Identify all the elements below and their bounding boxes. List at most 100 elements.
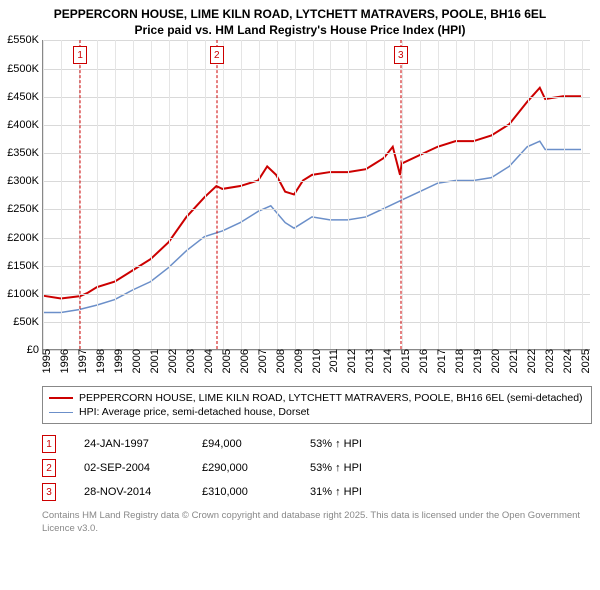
x-axis-label: 2002 xyxy=(165,349,179,373)
gridline-vertical xyxy=(474,40,475,349)
x-axis-label: 2005 xyxy=(219,349,233,373)
y-axis-label: £100K xyxy=(7,288,43,300)
gridline-vertical xyxy=(456,40,457,349)
gridline-vertical xyxy=(330,40,331,349)
transaction-date: 28-NOV-2014 xyxy=(84,486,174,498)
gridline-vertical xyxy=(384,40,385,349)
gridline-vertical xyxy=(420,40,421,349)
transaction-price: £290,000 xyxy=(202,462,282,474)
gridline-vertical xyxy=(187,40,188,349)
gridline-vertical xyxy=(259,40,260,349)
gridline-vertical xyxy=(546,40,547,349)
y-axis-label: £550K xyxy=(7,34,43,46)
x-axis-label: 2017 xyxy=(434,349,448,373)
x-axis-label: 2019 xyxy=(470,349,484,373)
transaction-price: £94,000 xyxy=(202,438,282,450)
transaction-marker-box: 2 xyxy=(210,46,224,64)
legend-swatch xyxy=(49,397,73,399)
x-axis-label: 1996 xyxy=(57,349,71,373)
x-axis-label: 2016 xyxy=(416,349,430,373)
gridline-vertical xyxy=(582,40,583,349)
gridline-horizontal xyxy=(43,266,590,267)
y-axis-label: £150K xyxy=(7,260,43,272)
transaction-marker-line xyxy=(80,40,81,349)
gridline-vertical xyxy=(277,40,278,349)
legend-row: PEPPERCORN HOUSE, LIME KILN ROAD, LYTCHE… xyxy=(49,391,585,405)
chart-lines xyxy=(43,40,590,349)
y-axis-label: £350K xyxy=(7,147,43,159)
gridline-vertical xyxy=(528,40,529,349)
transaction-index: 2 xyxy=(42,459,56,477)
gridline-vertical xyxy=(223,40,224,349)
gridline-vertical xyxy=(97,40,98,349)
gridline-horizontal xyxy=(43,153,590,154)
legend-label: HPI: Average price, semi-detached house,… xyxy=(79,406,309,418)
x-axis-label: 2013 xyxy=(362,349,376,373)
gridline-vertical xyxy=(313,40,314,349)
transaction-pct: 31% ↑ HPI xyxy=(310,486,362,498)
plot-area: £0£50K£100K£150K£200K£250K£300K£350K£400… xyxy=(42,40,590,350)
x-axis-label: 2024 xyxy=(560,349,574,373)
legend: PEPPERCORN HOUSE, LIME KILN ROAD, LYTCHE… xyxy=(42,386,592,424)
gridline-horizontal xyxy=(43,69,590,70)
y-axis-label: £450K xyxy=(7,91,43,103)
transaction-row: 124-JAN-1997£94,00053% ↑ HPI xyxy=(42,432,592,456)
x-axis-label: 2011 xyxy=(326,349,340,373)
gridline-vertical xyxy=(61,40,62,349)
title-line-2: Price paid vs. HM Land Registry's House … xyxy=(8,22,592,38)
x-axis-label: 2020 xyxy=(488,349,502,373)
transaction-marker-box: 3 xyxy=(394,46,408,64)
x-axis-label: 1995 xyxy=(39,349,53,373)
x-axis-label: 1998 xyxy=(93,349,107,373)
transaction-price: £310,000 xyxy=(202,486,282,498)
x-axis-label: 1997 xyxy=(75,349,89,373)
x-axis-label: 2010 xyxy=(309,349,323,373)
y-axis-label: £200K xyxy=(7,232,43,244)
title-line-1: PEPPERCORN HOUSE, LIME KILN ROAD, LYTCHE… xyxy=(8,6,592,22)
y-axis-label: £300K xyxy=(7,175,43,187)
gridline-horizontal xyxy=(43,294,590,295)
x-axis-label: 2001 xyxy=(147,349,161,373)
y-axis-label: £400K xyxy=(7,119,43,131)
gridline-vertical xyxy=(133,40,134,349)
transaction-pct: 53% ↑ HPI xyxy=(310,438,362,450)
gridline-vertical xyxy=(510,40,511,349)
attribution-text: Contains HM Land Registry data © Crown c… xyxy=(42,510,592,535)
x-axis-label: 2003 xyxy=(183,349,197,373)
gridline-vertical xyxy=(438,40,439,349)
y-axis-label: £500K xyxy=(7,63,43,75)
transaction-pct: 53% ↑ HPI xyxy=(310,462,362,474)
gridline-vertical xyxy=(492,40,493,349)
x-axis-label: 2012 xyxy=(344,349,358,373)
x-axis-label: 2025 xyxy=(578,349,592,373)
gridline-horizontal xyxy=(43,181,590,182)
chart-title: PEPPERCORN HOUSE, LIME KILN ROAD, LYTCHE… xyxy=(0,0,600,40)
gridline-vertical xyxy=(115,40,116,349)
gridline-horizontal xyxy=(43,238,590,239)
legend-swatch xyxy=(49,412,73,413)
gridline-vertical xyxy=(348,40,349,349)
gridline-vertical xyxy=(402,40,403,349)
transactions-table: 124-JAN-1997£94,00053% ↑ HPI202-SEP-2004… xyxy=(42,432,592,504)
chart-container: PEPPERCORN HOUSE, LIME KILN ROAD, LYTCHE… xyxy=(0,0,600,535)
gridline-vertical xyxy=(205,40,206,349)
x-axis-label: 2014 xyxy=(380,349,394,373)
x-axis-label: 2015 xyxy=(398,349,412,373)
x-axis-label: 2018 xyxy=(452,349,466,373)
transaction-marker-line xyxy=(216,40,217,349)
x-axis-label: 2007 xyxy=(255,349,269,373)
gridline-horizontal xyxy=(43,209,590,210)
gridline-vertical xyxy=(564,40,565,349)
x-axis-label: 2022 xyxy=(524,349,538,373)
legend-label: PEPPERCORN HOUSE, LIME KILN ROAD, LYTCHE… xyxy=(79,392,583,404)
transaction-row: 328-NOV-2014£310,00031% ↑ HPI xyxy=(42,480,592,504)
transaction-date: 24-JAN-1997 xyxy=(84,438,174,450)
y-axis-label: £50K xyxy=(13,316,43,328)
y-axis-label: £250K xyxy=(7,203,43,215)
gridline-vertical xyxy=(295,40,296,349)
x-axis-label: 2004 xyxy=(201,349,215,373)
transaction-date: 02-SEP-2004 xyxy=(84,462,174,474)
gridline-horizontal xyxy=(43,97,590,98)
transaction-row: 2 02-SEP-2004 £290,000 53% ↑ HPI xyxy=(42,456,592,480)
transaction-marker-box: 1 xyxy=(73,46,87,64)
